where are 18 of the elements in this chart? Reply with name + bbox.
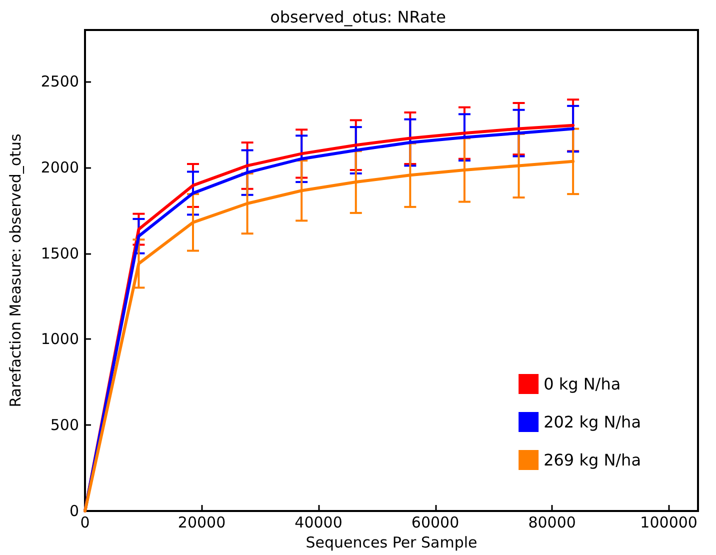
x-tick-label: 100000 (640, 514, 698, 532)
legend-label: 0 kg N/ha (544, 374, 621, 394)
y-tick-label: 500 (50, 416, 79, 434)
y-tick-label: 1000 (40, 330, 79, 348)
x-tick-label: 0 (80, 514, 90, 532)
x-tick-label: 20000 (178, 514, 226, 532)
legend-label: 202 kg N/ha (544, 412, 641, 432)
y-axis-title: Rarefaction Measure: observed_otus (6, 134, 24, 408)
chart-title: observed_otus: NRate (270, 8, 446, 26)
y-tick-label: 1500 (40, 244, 79, 262)
x-tick-label: 80000 (528, 514, 576, 532)
x-tick-label: 40000 (294, 514, 342, 532)
x-tick-label: 60000 (411, 514, 460, 532)
y-tick-label: 2000 (40, 158, 79, 176)
y-tick-label: 0 (69, 502, 79, 520)
y-tick-label: 2500 (40, 72, 79, 91)
legend-label: 269 kg N/ha (544, 450, 641, 470)
x-axis-title: Sequences Per Sample (306, 534, 478, 552)
